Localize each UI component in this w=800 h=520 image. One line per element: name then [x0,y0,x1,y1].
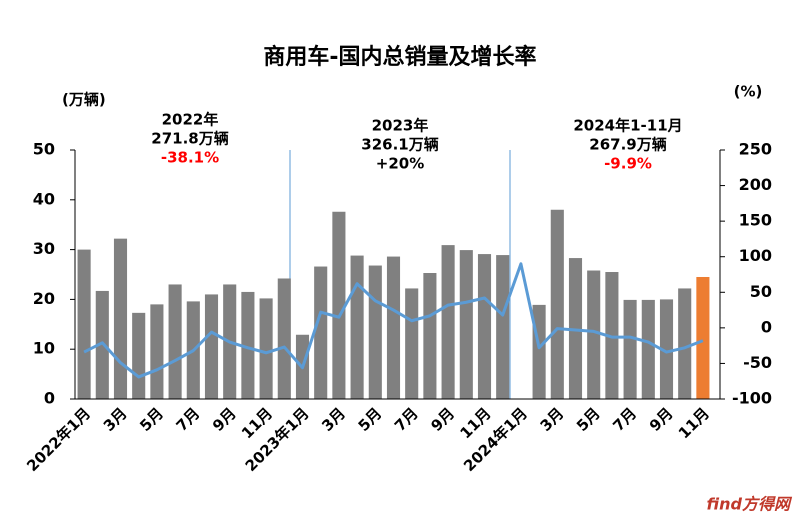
y-tick-label: 10 [33,339,55,358]
y2-tick-label: -50 [743,353,772,372]
bar [623,299,637,399]
y2-axis-label: (%) [734,83,763,101]
bar [332,211,346,399]
x-tick-label: 3月 [318,404,349,435]
y-tick-label: 20 [33,289,55,308]
bar [496,255,510,399]
bar [368,265,382,399]
bar [696,276,710,399]
x-tick-label: 9月 [427,404,458,435]
y2-tick-label: 250 [739,140,772,159]
bar [405,288,419,399]
x-tick-label: 7月 [609,404,640,435]
annotation-year: 2022年 [162,111,219,129]
bar [477,254,492,399]
bar [204,294,219,399]
bar [587,270,601,399]
x-tick-label: 7月 [173,404,204,435]
bar [659,299,674,399]
bar [641,299,655,399]
y-tick-label: 40 [33,189,55,208]
bar [168,284,182,399]
x-tick-label: 3月 [100,404,131,435]
y2-tick-label: 150 [739,211,772,230]
x-tick-label: 5月 [136,404,167,435]
x-tick-label: 11月 [675,404,713,442]
annotation-growth: -38.1% [161,149,219,167]
bar [550,209,564,399]
x-tick-label: 5月 [355,404,386,435]
bar [678,288,692,399]
bar [350,255,364,399]
x-tick-label: 5月 [573,404,604,435]
annotation-year: 2024年1-11月 [573,117,682,135]
annotation-growth: -9.9% [604,155,652,173]
watermark: find方得网 [707,495,793,514]
y2-tick-label: 100 [739,246,772,265]
x-tick-label: 7月 [391,404,422,435]
y2-tick-label: -100 [732,389,772,408]
bar [532,304,546,399]
x-tick-label: 3月 [537,404,568,435]
growth-line [83,262,704,379]
bar [241,291,255,399]
y-tick-label: 0 [44,389,55,408]
bar [150,304,164,399]
bar [605,272,619,399]
y2-tick-label: 200 [739,175,772,194]
annotation-growth: +20% [376,155,424,173]
y2-tick-label: 0 [761,317,772,336]
annotation-year: 2023年 [372,117,429,135]
bar [277,278,291,399]
x-tick-label: 9月 [209,404,240,435]
bar [259,298,273,399]
bar [423,273,437,399]
x-tick-label: 2022年1月 [23,404,94,475]
bar [441,245,455,399]
bar [314,266,328,399]
bar [113,238,128,399]
bar [386,256,401,399]
y-tick-label: 50 [33,140,55,159]
chart-title: 商用车-国内总销量及增长率 [263,44,536,70]
bar [132,312,146,399]
annotation-total: 267.9万辆 [589,136,666,154]
annotation-total: 271.8万辆 [151,130,228,148]
y-tick-label: 30 [33,239,55,258]
y-axis-label: (万辆) [62,91,106,109]
y2-tick-label: 50 [750,282,772,301]
bar [459,250,473,399]
bar [77,249,91,399]
annotation-total: 326.1万辆 [361,136,438,154]
x-tick-label: 9月 [646,404,677,435]
